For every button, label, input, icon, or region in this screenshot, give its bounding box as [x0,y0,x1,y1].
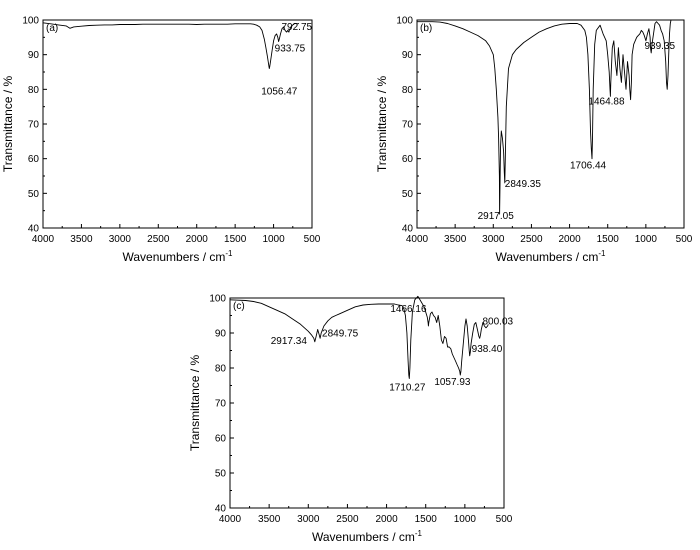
spectrum-line-c [229,295,489,379]
y-tick-label: 90 [402,50,414,61]
x-axis-title-b: Wavenumbers / cm-1 [495,249,606,264]
x-tick-label: 3000 [109,234,132,245]
x-tick-label: 500 [496,514,513,525]
y-axis-title-a: Transmittance / % [1,76,15,173]
panel-label-c: (c) [233,301,245,312]
x-tick-label: 1500 [597,234,620,245]
x-tick-label: 500 [304,234,321,245]
peak-label: 2849.35 [505,179,542,190]
x-axis-title-superscript: -1 [415,529,423,538]
y-tick-label: 50 [28,189,40,200]
peak-label: 933.75 [275,43,306,54]
x-tick-label: 1000 [635,234,658,245]
peak-label: 1056.47 [261,87,298,98]
x-tick-label: 2000 [375,514,398,525]
x-tick-label: 3000 [297,514,320,525]
y-tick-label: 70 [215,399,227,410]
x-tick-label: 1000 [262,234,285,245]
peak-label: 1706.44 [570,161,607,172]
x-tick-label: 3500 [444,234,467,245]
x-tick-label: 500 [676,234,693,245]
x-tick-label: 1500 [224,234,247,245]
y-tick-label: 40 [28,224,40,235]
y-tick-label: 40 [402,224,414,235]
y-tick-label: 100 [22,16,39,27]
peak-label: 800.03 [483,316,514,327]
y-tick-label: 60 [215,434,227,445]
peak-label: 2849.75 [322,328,359,339]
plot-frame-c [229,297,505,509]
peak-label: 1464.88 [588,96,625,107]
peak-label: 1466.16 [390,304,427,315]
peak-label: 2917.05 [478,211,515,222]
y-tick-label: 90 [28,50,40,61]
x-axis-title-superscript: -1 [225,249,233,258]
y-tick-label: 60 [28,154,40,165]
x-tick-label: 2500 [147,234,170,245]
y-axis-title-c: Transmittance / % [188,355,202,452]
x-tick-label: 2500 [520,234,543,245]
y-tick-label: 100 [209,294,226,305]
panel-label-b: (b) [420,23,432,34]
spectrum-line-a [42,22,299,69]
y-tick-label: 60 [402,154,414,165]
panel-a: 4000 3500 3000 2500 2000 1500 1000 500 40 50 60 70 8… [1,16,321,265]
peak-label: 1710.27 [389,383,426,394]
peak-label: 792.75 [282,22,313,33]
y-tick-label: 90 [215,329,227,340]
peak-label: 2917.34 [271,336,308,347]
spectrum-line-b [417,19,672,215]
y-axis-title-b: Transmittance / % [375,76,389,173]
peak-label: 938.40 [472,344,503,355]
y-tick-label: 40 [215,504,227,515]
x-tick-label: 3500 [258,514,281,525]
y-tick-label: 100 [396,16,413,27]
x-tick-label: 1500 [415,514,438,525]
y-tick-label: 50 [215,469,227,480]
y-tick-label: 80 [28,85,40,96]
y-tick-label: 80 [215,364,227,375]
y-tick-label: 50 [402,189,414,200]
y-tick-label: 70 [28,120,40,131]
peak-label: 1057.93 [434,377,471,388]
x-tick-label: 2000 [558,234,581,245]
x-tick-label: 4000 [32,234,55,245]
x-axis-title-c: Wavenumbers / cm-1 [312,529,423,544]
peak-label: 939.35 [644,41,675,52]
panel-b: 4000 3500 3000 2500 2000 1500 1000 500 40 50 60 70 8… [375,16,693,265]
x-tick-label: 3000 [482,234,505,245]
x-axis-title-superscript: -1 [598,249,606,258]
y-tick-label: 80 [402,85,414,96]
panel-label-a: (a) [46,23,58,34]
x-tick-label: 4000 [406,234,429,245]
x-axis-title-a: Wavenumbers / cm-1 [122,249,233,264]
x-tick-label: 1000 [454,514,477,525]
x-tick-label: 2000 [186,234,209,245]
panel-c: 4000 3500 3000 2500 2000 1500 1000 500 40 50 60 70 8… [188,294,514,545]
x-tick-label: 2500 [336,514,359,525]
x-tick-label: 4000 [219,514,242,525]
y-tick-label: 70 [402,120,414,131]
x-tick-label: 3500 [70,234,93,245]
